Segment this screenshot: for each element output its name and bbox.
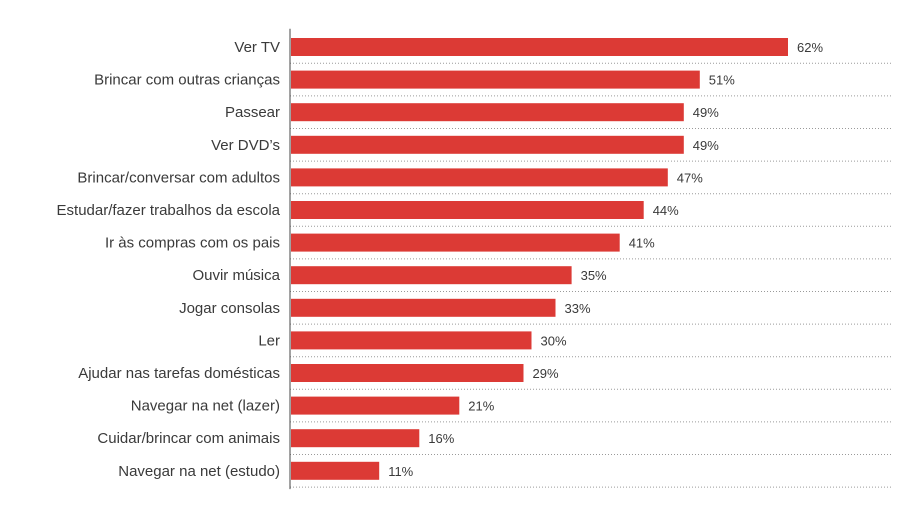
bar	[291, 331, 532, 350]
category-label: Brincar/conversar com adultos	[77, 169, 280, 186]
category-label: Navegar na net (lazer)	[131, 398, 280, 415]
category-label: Ouvir música	[192, 267, 280, 284]
category-label: Ir às compras com os pais	[105, 235, 280, 252]
bar	[291, 266, 572, 285]
category-label: Ver DVD’s	[211, 137, 280, 154]
category-label: Navegar na net (estudo)	[118, 463, 280, 480]
category-label: Cuidar/brincar com animais	[97, 430, 280, 447]
bar	[291, 396, 460, 415]
value-label: 35%	[581, 268, 607, 283]
value-label: 41%	[629, 236, 655, 251]
value-label: 44%	[653, 203, 679, 218]
category-label: Estudar/fazer trabalhos da escola	[57, 202, 281, 219]
value-label: 11%	[388, 464, 413, 479]
value-label: 47%	[677, 170, 703, 185]
bar	[291, 103, 684, 122]
bar	[291, 461, 380, 480]
value-label: 16%	[428, 431, 454, 446]
bar	[291, 429, 420, 448]
category-label: Jogar consolas	[179, 300, 280, 317]
bar	[291, 38, 788, 56]
category-label: Ler	[258, 332, 280, 349]
value-label: 49%	[693, 138, 719, 153]
bar	[291, 233, 620, 252]
value-label: 51%	[709, 73, 735, 88]
bar	[291, 70, 700, 89]
value-label: 62%	[797, 40, 823, 55]
category-label: Ajudar nas tarefas domésticas	[78, 365, 280, 382]
bar	[291, 135, 684, 154]
value-label: 21%	[468, 399, 494, 414]
category-label: Passear	[225, 104, 280, 121]
category-label: Ver TV	[234, 39, 280, 56]
value-label: 33%	[565, 301, 591, 316]
value-label: 49%	[693, 105, 719, 120]
category-label: Brincar com outras crianças	[94, 72, 280, 89]
value-label: 29%	[533, 366, 559, 381]
bar	[291, 168, 668, 187]
value-label: 30%	[541, 333, 567, 348]
bar	[291, 201, 644, 219]
bar	[291, 364, 524, 382]
bar	[291, 298, 556, 317]
